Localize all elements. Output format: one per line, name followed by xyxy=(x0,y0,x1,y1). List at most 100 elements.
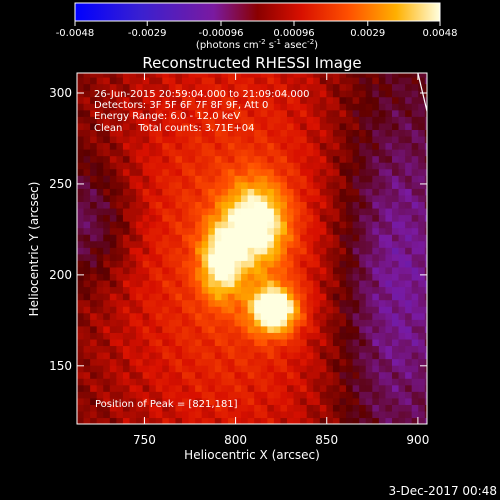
heatmap-pixel xyxy=(122,260,131,268)
heatmap-pixel xyxy=(319,397,327,405)
heatmap-pixel xyxy=(411,129,419,137)
heatmap-pixel xyxy=(234,122,242,130)
heatmap-pixel xyxy=(116,260,124,268)
heatmap-pixel xyxy=(398,286,406,294)
heatmap-pixel xyxy=(227,293,236,301)
heatmap-pixel xyxy=(122,397,131,405)
heatmap-pixel xyxy=(129,299,137,307)
heatmap-pixel xyxy=(195,253,203,261)
heatmap-pixel xyxy=(116,378,124,386)
heatmap-pixel xyxy=(77,312,85,320)
heatmap-pixel xyxy=(149,332,157,340)
heatmap-pixel xyxy=(372,365,380,373)
heatmap-pixel xyxy=(280,90,288,98)
heatmap-pixel xyxy=(83,260,91,268)
heatmap-pixel xyxy=(149,207,157,216)
heatmap-pixel xyxy=(260,266,268,275)
heatmap-pixel xyxy=(424,221,427,229)
heatmap-pixel xyxy=(129,221,137,229)
heatmap-pixel xyxy=(332,410,341,419)
heatmap-pixel xyxy=(411,83,419,91)
heatmap-pixel xyxy=(365,214,373,222)
heatmap-pixel xyxy=(378,404,387,412)
heatmap-pixel xyxy=(346,73,354,78)
heatmap-pixel xyxy=(90,397,98,405)
heatmap-pixel xyxy=(214,345,222,353)
heatmap-pixel xyxy=(195,338,203,347)
heatmap-pixel xyxy=(424,299,427,307)
heatmap-pixel xyxy=(306,168,314,176)
heatmap-pixel xyxy=(90,253,98,261)
heatmap-pixel xyxy=(247,417,255,424)
heatmap-pixel xyxy=(339,253,347,261)
heatmap-pixel xyxy=(149,391,157,399)
heatmap-pixel xyxy=(149,181,157,189)
heatmap-pixel xyxy=(247,397,255,405)
heatmap-pixel xyxy=(418,142,426,150)
heatmap-pixel xyxy=(293,306,301,314)
heatmap-pixel xyxy=(418,162,426,170)
heatmap-pixel xyxy=(122,384,131,392)
heatmap-pixel xyxy=(208,279,216,288)
heatmap-pixel xyxy=(96,116,104,124)
heatmap-pixel xyxy=(411,371,419,379)
heatmap-pixel xyxy=(188,247,196,255)
heatmap-pixel xyxy=(208,384,216,392)
heatmap-pixel xyxy=(241,247,249,255)
colorbar-ticks: -0.0048 -0.0029 -0.00096 0.00096 0.0029 0.004… xyxy=(56,21,458,39)
heatmap-pixel xyxy=(372,90,380,98)
heatmap-pixel xyxy=(116,201,124,209)
heatmap-pixel xyxy=(175,129,183,137)
heatmap-pixel xyxy=(267,122,275,130)
heatmap-pixel xyxy=(142,77,150,85)
heatmap-pixel xyxy=(405,286,413,294)
heatmap-pixel xyxy=(385,155,393,163)
heatmap-pixel xyxy=(293,247,301,255)
heatmap-pixel xyxy=(254,116,262,124)
heatmap-pixel xyxy=(378,253,387,261)
heatmap-pixel xyxy=(214,240,222,248)
heatmap-pixel xyxy=(155,168,163,176)
heatmap-pixel xyxy=(182,142,190,150)
heatmap-pixel xyxy=(83,103,91,111)
heatmap-pixel xyxy=(405,417,413,424)
heatmap-pixel xyxy=(96,312,104,320)
heatmap-pixel xyxy=(116,325,124,333)
heatmap-pixel xyxy=(293,116,301,124)
heatmap-pixel xyxy=(411,286,419,294)
heatmap-pixel xyxy=(175,391,183,399)
heatmap-pixel xyxy=(109,410,117,419)
heatmap-pixel xyxy=(254,299,262,307)
heatmap-pixel xyxy=(326,312,334,320)
heatmap-pixel xyxy=(260,168,268,176)
heatmap-pixel xyxy=(214,273,222,281)
heatmap-pixel xyxy=(346,417,354,424)
heatmap-pixel xyxy=(103,83,111,91)
heatmap-pixel xyxy=(326,365,334,373)
heatmap-pixel xyxy=(326,149,334,157)
heatmap-pixel xyxy=(162,260,170,268)
heatmap-pixel xyxy=(221,207,229,216)
heatmap-pixel xyxy=(359,175,367,183)
heatmap-pixel xyxy=(372,391,380,399)
heatmap-pixel xyxy=(280,129,288,137)
heatmap-pixel xyxy=(378,391,387,399)
heatmap-pixel xyxy=(136,175,144,183)
heatmap-pixel xyxy=(188,345,196,353)
heatmap-pixel xyxy=(254,351,262,360)
heatmap-pixel xyxy=(162,253,170,261)
heatmap-pixel xyxy=(149,417,157,424)
heatmap-pixel xyxy=(424,338,427,347)
heatmap-pixel xyxy=(306,319,314,327)
heatmap-pixel xyxy=(214,142,222,150)
heatmap-pixel xyxy=(188,410,196,419)
heatmap-pixel xyxy=(300,351,308,360)
heatmap-pixel xyxy=(208,155,216,163)
heatmap-pixel xyxy=(372,181,380,189)
heatmap-pixel xyxy=(260,73,268,78)
heatmap-pixel xyxy=(411,240,419,248)
heatmap-pixel xyxy=(418,168,426,176)
heatmap-pixel xyxy=(175,214,183,222)
heatmap-pixel xyxy=(313,103,321,111)
heatmap-pixel xyxy=(385,273,393,281)
